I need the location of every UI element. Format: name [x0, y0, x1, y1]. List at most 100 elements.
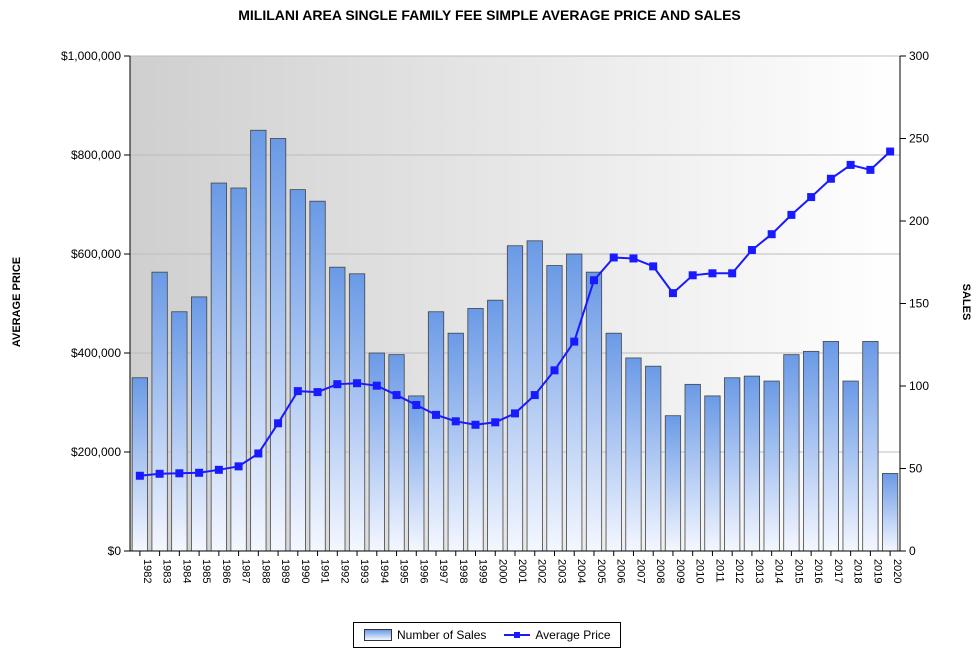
- x-tick-label: 1995: [398, 559, 410, 583]
- y-left-tick-label: $0: [108, 544, 122, 558]
- y-right-tick-label: 250: [909, 132, 929, 146]
- x-tick-label: 1989: [279, 559, 291, 583]
- sales-bar: [684, 383, 701, 552]
- price-point: [866, 165, 875, 174]
- sales-bar: [546, 265, 563, 552]
- y-right-tick-label: 0: [909, 544, 916, 558]
- price-point: [708, 269, 717, 278]
- price-point: [728, 269, 737, 278]
- chart-plot: $0 $200,000 $400,000 $600,000 $800,000 $1,000…: [61, 49, 929, 583]
- price-point: [353, 379, 362, 388]
- y-left-tick-label: $600,000: [71, 247, 121, 261]
- x-tick-label: 1988: [259, 559, 271, 583]
- x-tick-label: 2006: [615, 559, 627, 583]
- price-point: [609, 253, 618, 262]
- sales-bar: [427, 311, 445, 552]
- x-tick-label: 1982: [141, 559, 153, 583]
- sales-bar: [329, 266, 346, 552]
- sales-bar: [842, 380, 859, 552]
- x-tick-label: 2011: [713, 559, 725, 583]
- sales-bar: [605, 332, 622, 552]
- price-point: [511, 409, 519, 418]
- price-point: [195, 468, 204, 477]
- x-tick-label: 2020: [891, 559, 903, 583]
- y-right-tick-label: 300: [909, 49, 929, 63]
- price-point: [491, 418, 500, 427]
- sales-bar: [743, 375, 761, 552]
- price-point: [846, 160, 855, 169]
- y-left-tick-label: $1,000,000: [61, 49, 121, 63]
- price-point: [392, 391, 401, 400]
- x-tick-label: 1997: [437, 559, 449, 583]
- sales-bar: [289, 189, 306, 552]
- sales-bars: [131, 129, 899, 552]
- sales-bar: [566, 253, 583, 552]
- price-point: [432, 410, 441, 419]
- price-point: [530, 391, 539, 400]
- x-tick-label: 1986: [220, 559, 232, 583]
- sales-bar: [625, 357, 642, 552]
- sales-bar: [171, 311, 188, 552]
- price-point: [787, 210, 796, 219]
- sales-bar: [704, 395, 721, 552]
- y-right-tick-label: 200: [909, 214, 929, 228]
- price-point: [214, 465, 223, 474]
- sales-bar: [151, 271, 168, 552]
- legend: Number of Sales Average Price: [353, 622, 621, 648]
- price-point: [274, 419, 283, 428]
- price-point: [767, 230, 776, 239]
- sales-bar: [645, 365, 662, 552]
- x-tick-label: 2005: [595, 559, 607, 583]
- sales-bar: [250, 129, 267, 552]
- price-point: [254, 449, 263, 458]
- sales-bar: [269, 138, 287, 552]
- x-tick-label: 1985: [200, 559, 212, 583]
- sales-bar: [803, 350, 820, 552]
- x-tick-label: 2008: [654, 559, 666, 583]
- sales-bar: [191, 296, 208, 552]
- sales-bar: [348, 273, 366, 552]
- x-tick-label: 1999: [477, 559, 489, 583]
- sales-bar: [664, 415, 682, 552]
- x-tick-label: 2014: [773, 559, 785, 583]
- chart-title: MILILANI AREA SINGLE FAMILY FEE SIMPLE A…: [238, 7, 741, 23]
- legend-swatch-line: [504, 630, 531, 640]
- price-point: [372, 381, 381, 390]
- x-tick-label: 2013: [753, 559, 765, 583]
- price-point: [333, 380, 342, 389]
- sales-bar: [210, 182, 227, 552]
- x-tick-label: 1996: [417, 559, 429, 583]
- sales-bar: [724, 377, 741, 552]
- price-point: [747, 246, 756, 255]
- price-point: [826, 174, 835, 183]
- sales-bar: [862, 341, 879, 552]
- sales-bar: [822, 341, 839, 552]
- price-point: [886, 147, 895, 156]
- x-tick-label: 2010: [694, 559, 706, 583]
- legend-label-sales: Number of Sales: [397, 628, 487, 642]
- sales-bar: [230, 187, 247, 552]
- price-point: [234, 462, 243, 471]
- sales-bar: [783, 354, 800, 552]
- x-tick-label: 2007: [634, 559, 646, 583]
- price-point: [688, 271, 697, 280]
- x-tick-label: 1993: [358, 559, 370, 583]
- price-point: [550, 366, 559, 375]
- x-tick-label: 2003: [555, 559, 567, 583]
- x-tick-label: 2018: [852, 559, 864, 583]
- sales-bar: [408, 395, 425, 552]
- x-tick-label: 2009: [674, 559, 686, 583]
- sales-bar: [467, 308, 484, 552]
- price-point: [175, 469, 184, 478]
- sales-bar: [506, 245, 524, 552]
- price-point: [649, 262, 658, 271]
- x-tick-label: 2012: [733, 559, 745, 583]
- sales-bar: [882, 473, 899, 552]
- axes: $0 $200,000 $400,000 $600,000 $800,000 $1,000…: [61, 49, 929, 583]
- price-point: [155, 469, 164, 478]
- x-tick-label: 1998: [457, 559, 469, 583]
- y-left-tick-label: $200,000: [71, 445, 121, 459]
- price-point: [629, 254, 638, 263]
- y-right-tick-label: 100: [909, 379, 929, 393]
- legend-item-sales: Number of Sales: [364, 628, 486, 642]
